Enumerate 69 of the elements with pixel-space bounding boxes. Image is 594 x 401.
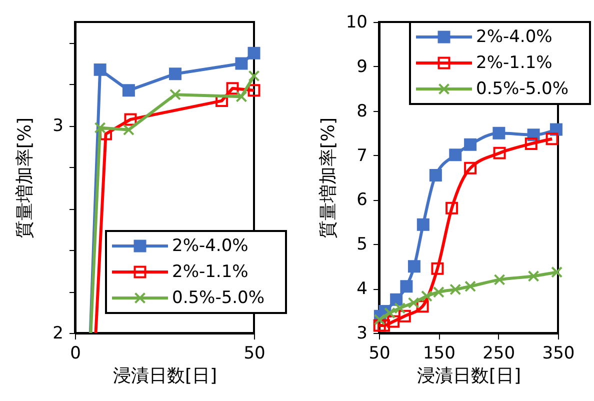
point: [494, 274, 506, 286]
point: [528, 270, 540, 282]
legend-label: 2%-1.1%: [172, 262, 248, 282]
point: [546, 132, 558, 146]
point: [248, 84, 260, 97]
point: [248, 70, 260, 82]
point: [394, 302, 406, 314]
y-tick-label: 7: [356, 146, 368, 166]
legend-label: 2%-1.1%: [476, 53, 552, 73]
point: [94, 63, 106, 76]
point: [122, 124, 134, 136]
legend-label: 2%-4.0%: [172, 236, 248, 256]
point: [492, 126, 506, 140]
point: [416, 218, 430, 231]
point: [420, 290, 432, 302]
point: [524, 137, 538, 150]
point: [248, 46, 260, 60]
y-axis-title: 質量増加率[%]: [318, 117, 339, 239]
point: [493, 146, 506, 160]
point: [387, 315, 400, 328]
point: [408, 260, 420, 273]
legend-label: 0.5%-5.0%: [476, 79, 569, 99]
point: [226, 82, 239, 95]
x-tick-label: 350: [542, 344, 575, 364]
y-tick-label: 8: [356, 101, 368, 122]
legend-label: 0.5%-5.0%: [172, 288, 265, 308]
point: [551, 266, 563, 278]
y-tick-label: 4: [356, 279, 368, 300]
point: [378, 319, 390, 332]
x-tick-label: 50: [368, 344, 390, 364]
x-axis-title: 浸漬日数[日]: [416, 366, 522, 386]
y-axis-title: 質量増加率[%]: [14, 117, 36, 239]
point: [168, 68, 182, 80]
x-tick-label: 150: [422, 344, 456, 364]
point: [449, 148, 462, 162]
point: [416, 300, 429, 313]
point: [398, 310, 411, 322]
point: [235, 57, 248, 70]
y-tick-label: 5: [356, 234, 368, 255]
point: [432, 286, 444, 298]
legend-label: 2%-4.0%: [476, 27, 552, 47]
point: [446, 202, 458, 214]
point: [169, 88, 181, 100]
point: [431, 262, 444, 275]
point: [236, 90, 248, 102]
point: [124, 113, 137, 126]
point: [122, 84, 135, 97]
point: [373, 319, 386, 332]
point: [384, 307, 396, 319]
x-tick-label: 250: [482, 344, 516, 364]
point: [390, 293, 403, 306]
point: [374, 314, 386, 326]
x-tick-label: 0: [70, 344, 81, 364]
point: [450, 284, 462, 296]
x-axis-title: 浸漬日数[日]: [112, 366, 218, 386]
point: [94, 122, 106, 134]
y-tick-label: 3: [356, 324, 368, 344]
y-tick-label: 10: [346, 12, 368, 32]
point: [408, 297, 420, 309]
point: [429, 169, 442, 182]
point: [400, 280, 413, 293]
y-tick-label: 3: [52, 116, 64, 136]
point: [464, 280, 476, 292]
y-tick-label: 9: [356, 56, 368, 77]
x-tick-label: 50: [244, 344, 266, 364]
y-tick-label: 2: [52, 324, 64, 344]
point: [464, 162, 477, 174]
point: [464, 138, 477, 151]
y-tick-label: 6: [356, 190, 368, 210]
